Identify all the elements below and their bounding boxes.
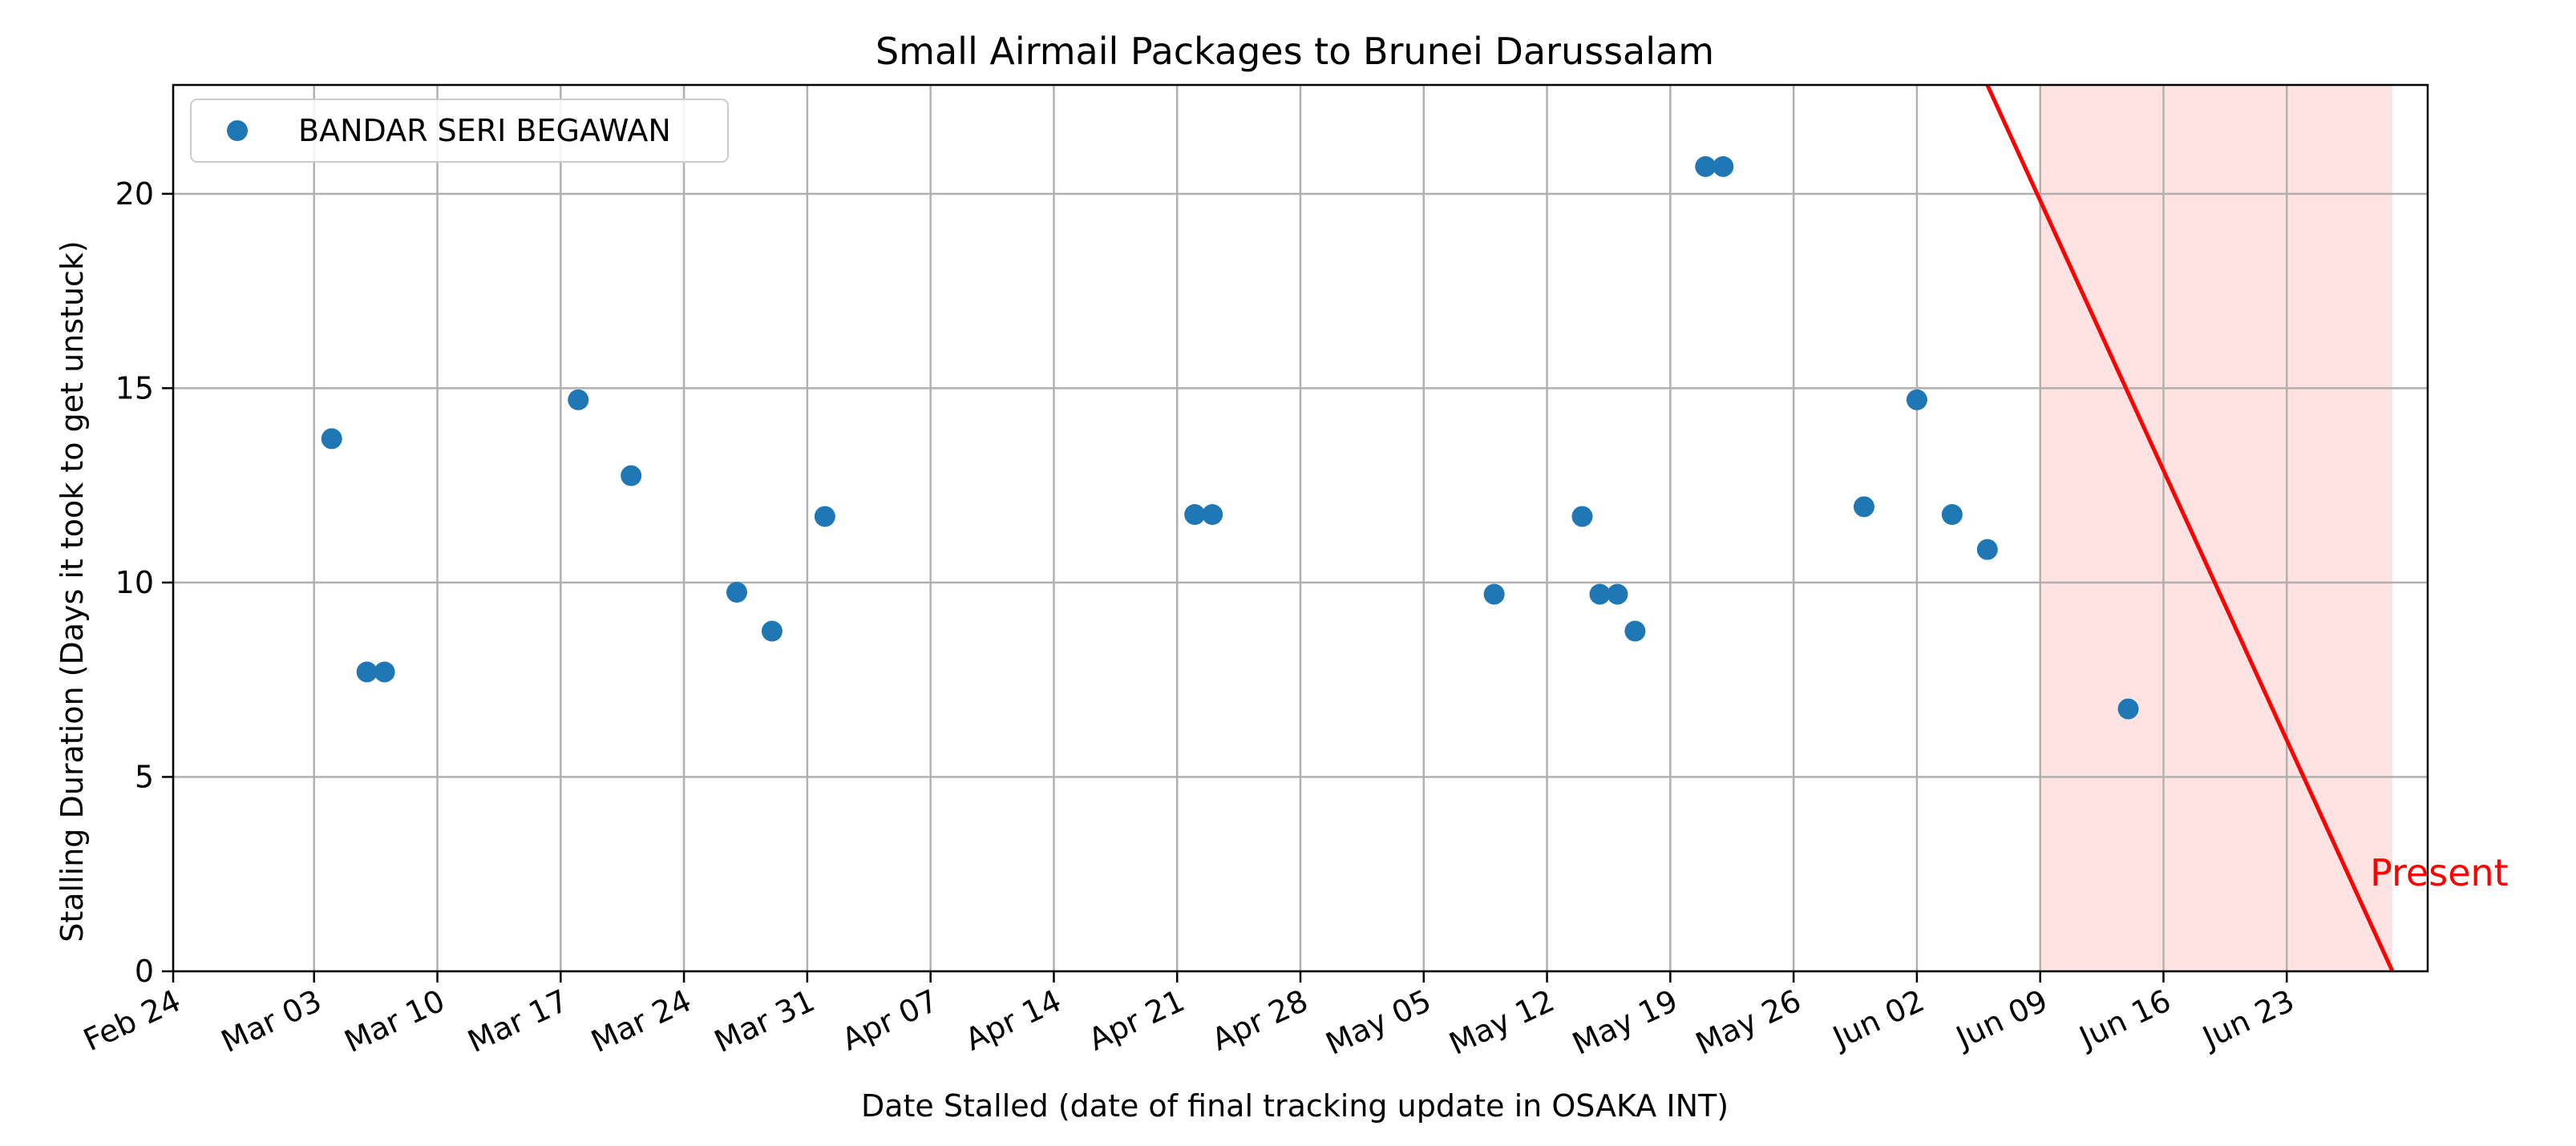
legend-marker <box>227 120 248 141</box>
data-point <box>726 582 747 603</box>
data-point <box>374 661 395 683</box>
data-point <box>621 465 642 486</box>
data-point <box>1854 496 1874 518</box>
x-axis-label: Date Stalled (date of final tracking upd… <box>861 1088 1729 1124</box>
data-point <box>1695 155 1717 177</box>
y-tick-label: 0 <box>135 954 154 989</box>
legend-box <box>190 99 729 163</box>
data-point <box>1624 620 1646 642</box>
y-axis-label: Stalling Duration (Days it took to get u… <box>55 240 90 942</box>
data-point <box>1607 583 1628 605</box>
shaded-region-layer <box>2040 85 2393 971</box>
data-point <box>356 661 378 683</box>
data-point <box>568 389 589 410</box>
legend: BANDAR SERI BEGAWAN <box>190 99 729 163</box>
annotation-layer: Present <box>1985 83 2509 973</box>
present-shaded-region <box>2040 85 2393 971</box>
data-point <box>814 506 835 527</box>
present-line <box>1985 83 2395 973</box>
data-point <box>1941 504 1963 526</box>
present-label: Present <box>2370 851 2509 894</box>
points-layer <box>321 155 2139 720</box>
data-point <box>1589 583 1611 605</box>
y-tick-label: 10 <box>115 565 154 600</box>
chart-title: Small Airmail Packages to Brunei Darussa… <box>876 30 1714 73</box>
data-point <box>1483 583 1505 605</box>
data-point <box>761 620 783 642</box>
y-tick-label: 20 <box>115 176 154 212</box>
data-point <box>321 428 342 450</box>
data-point <box>2117 698 2139 720</box>
data-point <box>1713 155 1734 177</box>
data-point <box>1184 504 1206 526</box>
data-point <box>1202 504 1223 526</box>
y-tick-label: 5 <box>135 759 154 794</box>
data-point <box>1906 389 1927 410</box>
data-point <box>1571 506 1593 527</box>
data-point <box>1976 539 1998 560</box>
legend-label: BANDAR SERI BEGAWAN <box>298 113 671 148</box>
y-tick-label: 15 <box>115 370 154 406</box>
